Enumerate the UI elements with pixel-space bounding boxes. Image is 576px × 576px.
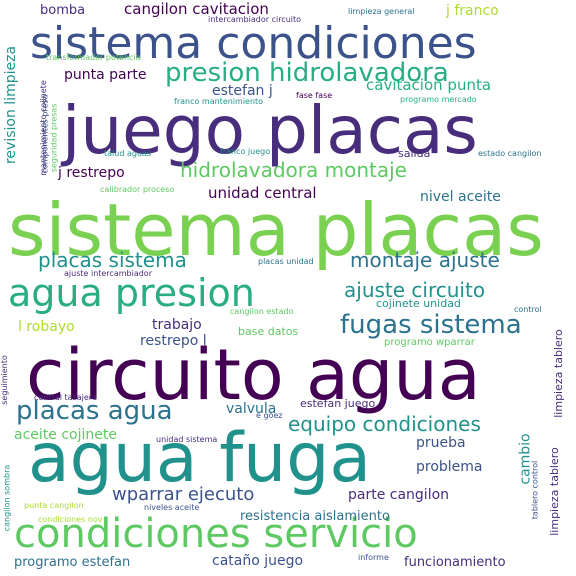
word-programo-mercado: programo mercado	[400, 95, 477, 104]
word-e-goez: e goez	[256, 411, 283, 420]
word-calibrador-proceso: calibrador proceso	[100, 185, 175, 194]
word-cangilon-sombra: cangilon sombra	[2, 464, 12, 532]
word-central-tasajera: central tasajera	[34, 393, 97, 402]
word-limpieza-tablero-2: limpieza tablero	[547, 447, 561, 536]
word-cangilon-estado: cangilon estado	[230, 307, 294, 316]
word-resistencia-aislamiento: resistencia aislamiento	[240, 509, 390, 524]
word-fase-fase: fase fase	[296, 91, 333, 100]
word-ajuste-intercambiador: ajuste intercambiador	[64, 269, 152, 278]
word-franco-mantenimiento: franco mantenimiento	[174, 97, 264, 106]
word-aceite-cojinete: aceite cojinete	[14, 427, 117, 443]
word-restrepo-l: restrepo l	[140, 333, 207, 349]
word-nivel-aceite: nivel aceite	[420, 189, 501, 205]
word-estefan-j: estefan j	[212, 83, 273, 99]
word-fugas-sistema: fugas sistema	[340, 310, 522, 340]
word-prueba: prueba	[416, 435, 466, 451]
word-equipo-condiciones: equipo condiciones	[288, 412, 481, 436]
word-limpieza-general: limpieza general	[348, 7, 415, 16]
word-control: control	[514, 305, 542, 314]
word-wparrar-ejecuto: wparrar ejecuto	[112, 484, 255, 505]
word-revision-limpieza: revision limpieza	[3, 45, 20, 165]
word-funcionamiento: funcionamiento	[404, 555, 506, 570]
word-cojinete-unidad: cojinete unidad	[376, 297, 461, 310]
word-estefan-juego: estefan juego	[300, 397, 376, 410]
word-agua-presion: agua presion	[8, 271, 255, 315]
word-programo-estefan: programo estefan	[14, 555, 131, 570]
word-seguimiento: seguimiento	[0, 355, 9, 405]
word-cangilon-cavitacion: cangilon cavitacion	[124, 0, 269, 18]
word-componentes-presa: componentes presa	[40, 94, 50, 174]
word-juego-placas: juego placas	[62, 92, 478, 169]
word-seguridad-presas: seguridad presas	[49, 103, 59, 173]
word-presion-hidrolavadora: presion hidrolavadora	[165, 58, 449, 88]
word-problema: problema	[416, 459, 483, 475]
word-talud-aguas: talud aguas	[104, 149, 152, 158]
word-unidad-sistema: unidad sistema	[156, 435, 218, 444]
word-j-restrepo: j restrepo	[58, 165, 125, 181]
word-niveles-aceite: niveles aceite	[144, 503, 200, 512]
word-cambio: cambio	[517, 433, 534, 485]
word-estado-cangilon: estado cangilon	[478, 149, 542, 158]
word-sistema-placas: sistema placas	[8, 188, 544, 272]
word-montaje-ajuste: montaje ajuste	[350, 248, 500, 272]
word-base-datos: base datos	[238, 325, 299, 338]
word-informe: informe	[358, 553, 389, 562]
word-unidad-central: unidad central	[208, 184, 317, 202]
word-circuito-agua: circuito agua	[26, 334, 481, 416]
word-limpieza-tablero: limpieza tablero	[551, 329, 565, 418]
word-j-franco: j franco	[446, 3, 499, 19]
word-programo-wparrar: programo wparrar	[384, 337, 475, 348]
word-condiciones-nov: condiciones nov	[38, 515, 103, 524]
word-franco-juego: franco juego	[220, 147, 271, 156]
word-l-robayo: l robayo	[18, 319, 75, 335]
word-bomba: bomba	[40, 3, 86, 18]
word-cavitacion-punta: cavitacion punta	[366, 76, 492, 94]
word-catano-juego: cataño juego	[212, 553, 304, 569]
word-ajuste-circuito: ajuste circuito	[344, 278, 486, 302]
word-punta-parte: punta parte	[64, 67, 147, 83]
word-punta-cangilon: punta cangilon	[24, 501, 84, 510]
word-placas-unidad: placas unidad	[258, 257, 314, 266]
word-sistema-condiciones: sistema condiciones	[30, 18, 477, 69]
word-condiciones-servicio: condiciones servicio	[14, 511, 418, 557]
word-trabajo: trabajo	[152, 317, 202, 333]
word-intercambiador-circuito: intercambiador circuito	[208, 15, 302, 24]
word-agua-fuga: agua fuga	[28, 419, 372, 498]
word-transformador-potencia: transformador potencia	[46, 53, 141, 62]
word-salida: salida	[398, 147, 431, 160]
word-hidrolavadora-montaje: hidrolavadora montaje	[180, 158, 407, 182]
word-placas-agua: placas agua	[16, 396, 173, 426]
word-valvula: valvula	[226, 401, 277, 417]
word-parte-cangilon: parte cangilon	[348, 487, 450, 503]
word-placas-sistema: placas sistema	[38, 248, 187, 272]
